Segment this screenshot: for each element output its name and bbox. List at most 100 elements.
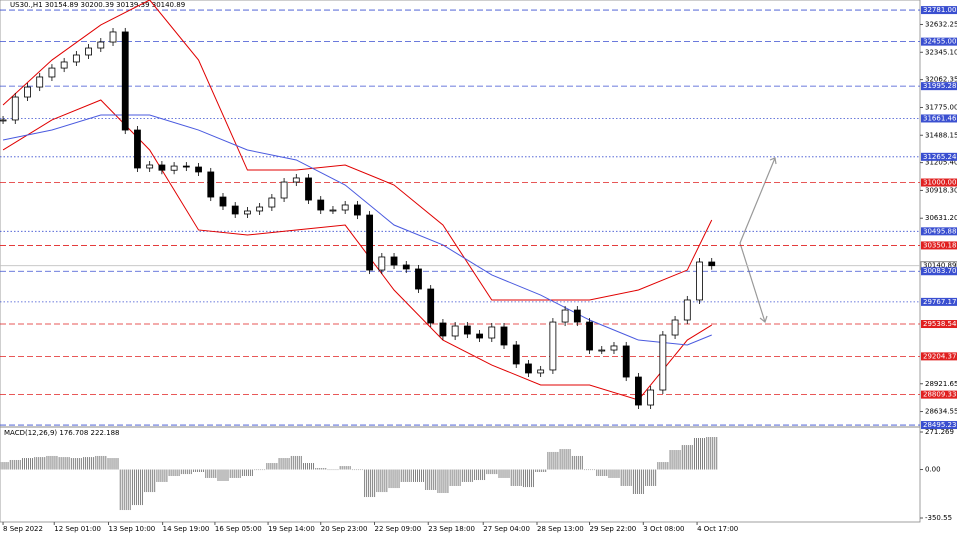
level-label: 30140.89 [923, 262, 956, 270]
x-tick-label: 27 Sep 04:00 [483, 525, 530, 533]
y-tick-label: 32632.25 [925, 20, 957, 28]
candle [659, 334, 667, 391]
candle [329, 209, 337, 212]
level-tag [921, 227, 957, 236]
macd-tick-label: 0.00 [925, 466, 941, 474]
y-tick-label: 32062.35 [925, 76, 957, 84]
x-tick-label: 20 Sep 23:00 [321, 525, 368, 533]
y-tick-label: 32345.10 [925, 48, 957, 56]
x-tick-label: 3 Oct 08:00 [643, 525, 684, 533]
y-tick-label: 28634.55 [925, 408, 957, 416]
candle [280, 181, 288, 199]
candle [708, 261, 716, 267]
candle [292, 177, 300, 183]
up-arrow [739, 157, 777, 244]
candle [268, 197, 276, 208]
x-tick-label: 4 Oct 17:00 [697, 525, 738, 533]
level-tag [921, 297, 957, 306]
indicator-line [2, 0, 713, 301]
candle [219, 196, 227, 207]
candle [696, 261, 703, 301]
candle [500, 326, 508, 346]
plot-frame [0, 0, 921, 523]
level-tag [921, 37, 957, 46]
chart-title: US30.,H1 30154.89 30200.39 30139.39 3014… [10, 1, 185, 9]
candle [48, 67, 56, 78]
x-tick-label: 8 Sep 2022 [3, 525, 43, 533]
level-tag [921, 178, 957, 187]
candle [635, 376, 642, 406]
candle [121, 31, 129, 131]
level-label: 29767.17 [923, 298, 956, 306]
level-label: 29538.54 [923, 320, 957, 328]
candle [24, 86, 31, 98]
candle [671, 319, 679, 336]
candle [647, 389, 655, 406]
candle [622, 345, 630, 378]
macd-title: MACD(12,26,9) 176.708 222.188 [4, 429, 120, 437]
x-tick-label: 19 Sep 14:00 [268, 525, 315, 533]
candle [476, 333, 483, 339]
x-tick-label: 14 Sep 19:00 [163, 525, 210, 533]
x-tick-label: 13 Sep 10:00 [109, 525, 156, 533]
candle [317, 199, 325, 211]
level-label: 30495.88 [923, 227, 956, 235]
candle [512, 344, 520, 365]
candle [427, 288, 435, 324]
candle [561, 309, 569, 323]
level-label: 31000.00 [923, 179, 956, 187]
candle [244, 210, 251, 215]
level-tag [921, 352, 957, 361]
candle [402, 264, 410, 270]
level-label: 32455.00 [923, 38, 956, 46]
candle [598, 349, 606, 352]
candle [549, 321, 557, 371]
x-tick-label: 16 Sep 05:00 [215, 525, 262, 533]
candle [72, 54, 80, 63]
candle [451, 325, 459, 337]
y-tick-label: 31488.15 [925, 131, 957, 139]
candle [305, 177, 312, 201]
candle [537, 369, 545, 374]
candle [85, 47, 92, 56]
level-label: 31995.28 [923, 82, 956, 90]
candle [366, 214, 374, 271]
candle [134, 129, 141, 169]
macd-tick-label: -350.55 [925, 514, 952, 522]
x-tick-label: 12 Sep 01:00 [54, 525, 101, 533]
level-label: 32781.00 [923, 6, 956, 14]
candle [525, 363, 532, 374]
level-label: 31661.46 [923, 114, 957, 122]
candle [488, 326, 496, 339]
candle [97, 41, 105, 49]
level-tag [921, 114, 957, 123]
level-label: 29204.37 [923, 352, 956, 360]
x-tick-label: 22 Sep 09:00 [374, 525, 421, 533]
candle [11, 96, 19, 121]
candle [231, 205, 239, 215]
candle [610, 345, 618, 351]
level-tag [921, 320, 957, 329]
down-arrow [739, 242, 768, 324]
candle [36, 76, 44, 88]
level-tag [921, 6, 957, 15]
candle [195, 166, 202, 173]
y-tick-label: 31775.00 [925, 103, 957, 111]
level-tag [921, 152, 957, 161]
x-tick-label: 23 Sep 18:00 [428, 525, 475, 533]
candle [146, 164, 154, 169]
candle [256, 206, 264, 212]
level-tag [921, 241, 957, 250]
candle [182, 165, 190, 168]
candle [573, 309, 581, 323]
candle [378, 256, 386, 271]
forecast-arrows [739, 157, 777, 324]
candle [439, 322, 447, 337]
level-tag [921, 267, 957, 276]
candle [109, 31, 117, 43]
candle [170, 165, 178, 171]
candle [60, 61, 68, 69]
candle [415, 268, 422, 290]
level-label: 30083.70 [923, 267, 956, 275]
level-tag [921, 82, 957, 91]
